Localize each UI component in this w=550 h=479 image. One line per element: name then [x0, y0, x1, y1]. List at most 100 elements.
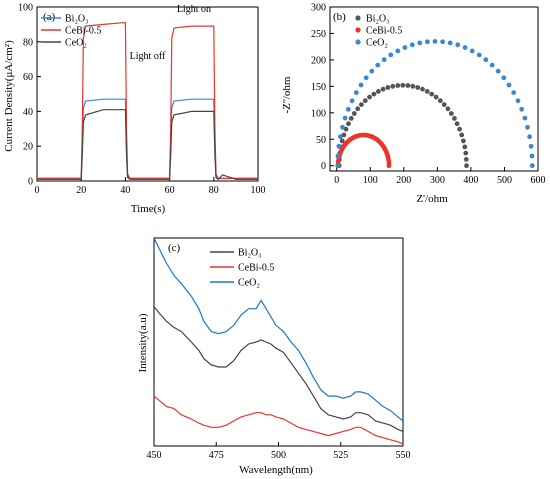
legend-label-cebi-0-5: CeBi-0.5 [366, 26, 402, 37]
data-point [529, 153, 535, 159]
panel-a-axes: 0 20 40 60 80 100 0 20 40 60 80 100 [18, 3, 266, 197]
data-point [381, 57, 387, 63]
series-line-bi2o3 [153, 306, 404, 432]
data-point [410, 83, 416, 89]
data-point [424, 89, 430, 94]
data-point [390, 83, 396, 89]
x-tick-label: 300 [430, 175, 445, 186]
panel-c-axes: 450 475 500 525 550 [147, 237, 411, 461]
data-point [447, 40, 453, 46]
series-line-bi2o3 [37, 98, 258, 179]
y-tick-label: 0 [28, 177, 33, 188]
panel-a-series [37, 22, 258, 181]
x-tick-label: 20 [76, 185, 86, 196]
y-tick-label: 50 [316, 135, 326, 146]
data-point [409, 42, 415, 48]
data-point [483, 57, 489, 63]
data-point [528, 143, 534, 149]
data-point [386, 163, 392, 169]
y-tick-label: 300 [311, 3, 326, 14]
data-point [425, 39, 430, 45]
panel-c-x-axis-label: Wavelength(nm) [239, 464, 313, 476]
data-point [495, 68, 501, 74]
panel-b-x-axis-label: Z'/ohm [416, 193, 448, 205]
data-point [511, 90, 517, 95]
data-point [469, 48, 475, 54]
annotation-light-off: Light off [130, 51, 166, 62]
legend-label-bi2o3: Bi₂O₃ [65, 14, 89, 25]
data-point [351, 111, 357, 116]
data-point [335, 153, 341, 159]
x-tick-label: 0 [35, 185, 40, 196]
data-point [353, 90, 359, 95]
x-tick-label: 60 [165, 185, 175, 196]
data-point [454, 121, 460, 127]
data-point [527, 134, 532, 140]
y-tick-label: 0 [321, 161, 326, 172]
data-point [461, 138, 466, 144]
data-point [464, 163, 469, 169]
panel-c-series [153, 237, 404, 445]
data-point [362, 98, 368, 104]
x-tick-label: 40 [120, 185, 130, 196]
legend-label-cebi-0-5: CeBi-0.5 [65, 26, 101, 37]
x-tick-label: 80 [209, 185, 219, 196]
legend-label-cebi-0-5: CeBi-0.5 [238, 263, 274, 274]
data-point [429, 91, 435, 97]
data-point [432, 39, 438, 44]
panel-b-label: (b) [333, 11, 346, 23]
data-point [522, 115, 528, 121]
panel-c-y-axis-label: Intensity(a.u) [137, 313, 149, 372]
x-tick-label: 600 [531, 175, 546, 186]
data-point [395, 48, 401, 54]
data-point [489, 62, 495, 68]
data-point [529, 163, 535, 169]
panel-b-axes: 0 100 200 300 400 500 600 0 50 100 150 200 250 300 [311, 3, 546, 187]
data-point [463, 157, 469, 162]
legend-label-ceo2: CeO₂ [366, 38, 388, 49]
data-point [402, 45, 408, 50]
data-point [375, 62, 381, 68]
data-point [405, 83, 411, 88]
data-point [463, 150, 469, 156]
y-tick-label: 20 [23, 142, 33, 153]
plot-frame [36, 6, 259, 182]
data-point [462, 45, 468, 50]
y-tick-label: 80 [23, 37, 33, 48]
series-points-cebi-0-5 [335, 132, 392, 169]
data-point [445, 106, 451, 112]
legend-label-ceo2: CeO₂ [238, 278, 260, 289]
data-point [525, 124, 530, 130]
data-point [388, 52, 394, 58]
series-points-ceo2 [335, 39, 535, 169]
data-point [448, 111, 454, 116]
data-point [437, 98, 443, 104]
data-point [420, 86, 425, 92]
data-point [501, 75, 507, 81]
y-tick-label: 150 [311, 82, 326, 93]
data-point [395, 83, 401, 88]
panel-b-series [335, 39, 535, 169]
data-point [340, 124, 345, 130]
x-tick-label: 550 [396, 450, 411, 461]
data-point [339, 138, 345, 144]
data-point [335, 163, 341, 169]
legend-label-ceo2: CeO₂ [65, 38, 87, 49]
x-tick-label: 500 [497, 175, 512, 186]
series-line-ceo2 [153, 237, 404, 422]
data-point [519, 106, 525, 112]
data-point [371, 91, 377, 97]
data-point [476, 52, 482, 58]
legend-label-bi2o3: Bi₂O₃ [238, 248, 262, 259]
legend-marker-cebi-0-5 [355, 27, 361, 33]
y-tick-label: 200 [311, 55, 326, 66]
panel-c-legend: Bi₂O₃ CeBi-0.5 CeO₂ [210, 248, 274, 289]
x-tick-label: 200 [396, 175, 411, 186]
legend-label-bi2o3: Bi₂O₃ [366, 14, 390, 25]
data-point [441, 102, 447, 107]
x-tick-label: 400 [463, 175, 478, 186]
x-tick-label: 475 [209, 450, 224, 461]
